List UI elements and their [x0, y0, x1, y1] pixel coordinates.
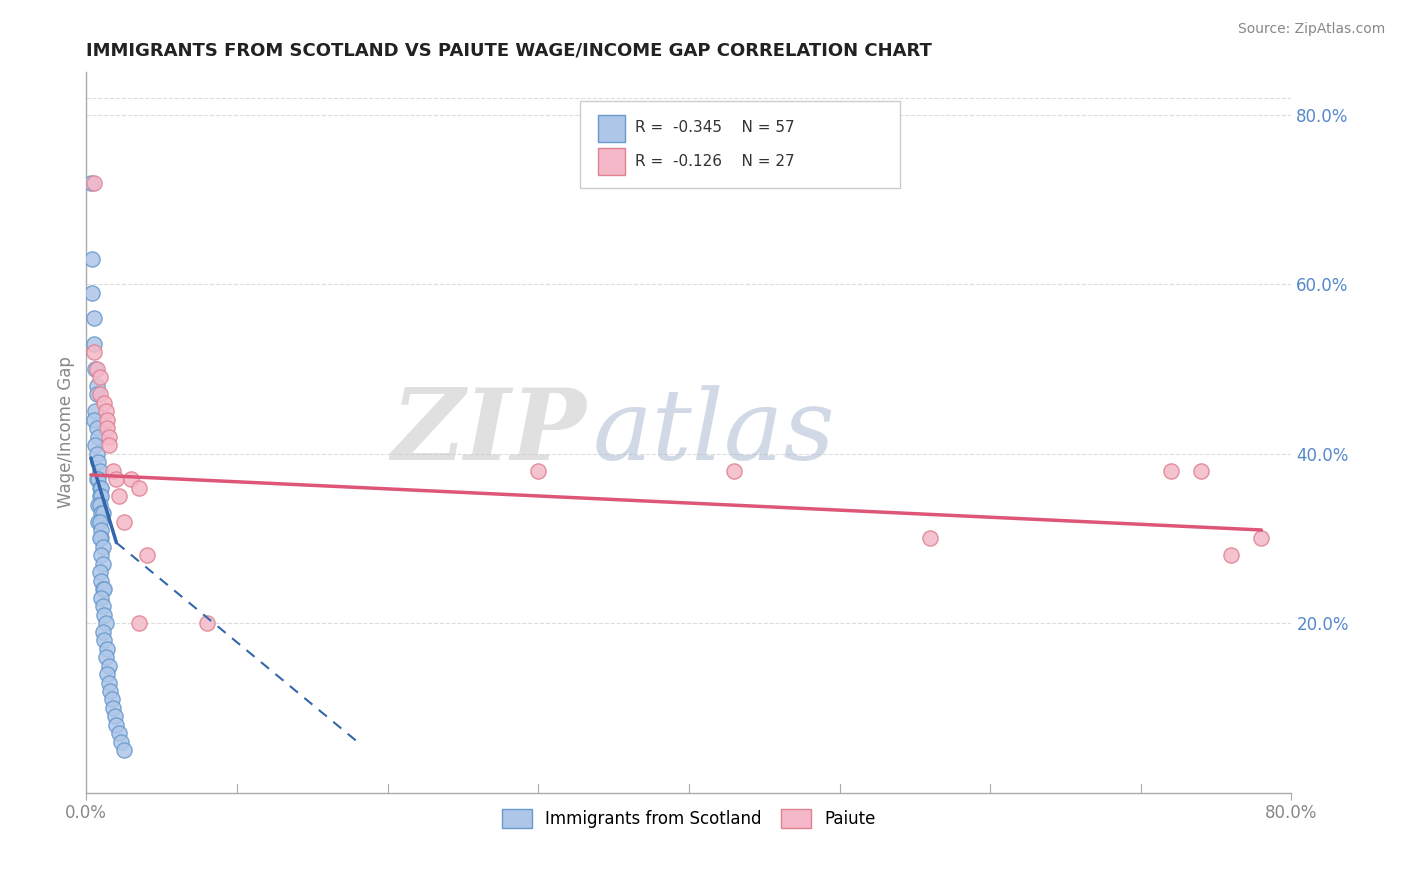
- Point: [96, 421, 118, 435]
- Point: [86, 421, 108, 435]
- Point: [89, 566, 111, 580]
- Point: [86, 472, 108, 486]
- Point: [1250, 532, 1272, 546]
- Point: [86, 379, 108, 393]
- Point: [82, 252, 104, 266]
- Point: [90, 506, 112, 520]
- Point: [104, 709, 127, 723]
- Point: [96, 667, 118, 681]
- FancyBboxPatch shape: [581, 101, 900, 187]
- Point: [128, 616, 150, 631]
- Point: [89, 489, 111, 503]
- Point: [91, 540, 114, 554]
- Point: [93, 396, 115, 410]
- Point: [87, 515, 110, 529]
- Point: [1220, 549, 1243, 563]
- Point: [84, 362, 107, 376]
- Point: [87, 430, 110, 444]
- Point: [112, 515, 135, 529]
- Point: [91, 557, 114, 571]
- Point: [80, 176, 103, 190]
- Point: [82, 285, 104, 300]
- Point: [527, 464, 550, 478]
- Point: [91, 599, 114, 614]
- Point: [103, 701, 125, 715]
- Point: [96, 641, 118, 656]
- Point: [84, 404, 107, 418]
- Point: [90, 481, 112, 495]
- Point: [103, 464, 125, 478]
- Point: [83, 336, 105, 351]
- Point: [89, 515, 111, 529]
- Point: [83, 311, 105, 326]
- Y-axis label: Wage/Income Gap: Wage/Income Gap: [58, 357, 75, 508]
- Point: [83, 413, 105, 427]
- Point: [89, 370, 111, 384]
- Point: [87, 455, 110, 469]
- Point: [94, 650, 117, 665]
- Point: [97, 430, 120, 444]
- Legend: Immigrants from Scotland, Paiute: Immigrants from Scotland, Paiute: [495, 802, 883, 835]
- Text: R =  -0.345    N = 57: R = -0.345 N = 57: [634, 120, 794, 136]
- Point: [89, 481, 111, 495]
- Text: IMMIGRANTS FROM SCOTLAND VS PAIUTE WAGE/INCOME GAP CORRELATION CHART: IMMIGRANTS FROM SCOTLAND VS PAIUTE WAGE/…: [86, 42, 932, 60]
- Point: [723, 464, 745, 478]
- Point: [90, 523, 112, 537]
- Point: [90, 574, 112, 588]
- Text: ZIP: ZIP: [391, 384, 586, 481]
- Point: [89, 532, 111, 546]
- Point: [84, 438, 107, 452]
- Point: [97, 438, 120, 452]
- Text: R =  -0.126    N = 27: R = -0.126 N = 27: [634, 153, 794, 169]
- Point: [94, 404, 117, 418]
- Point: [86, 362, 108, 376]
- Point: [89, 498, 111, 512]
- Point: [108, 726, 131, 740]
- Point: [135, 549, 157, 563]
- Point: [86, 447, 108, 461]
- Point: [108, 489, 131, 503]
- Text: Source: ZipAtlas.com: Source: ZipAtlas.com: [1237, 22, 1385, 37]
- Point: [918, 532, 941, 546]
- Point: [93, 582, 115, 597]
- Point: [83, 345, 105, 359]
- Point: [121, 472, 143, 486]
- Point: [86, 387, 108, 401]
- Point: [90, 489, 112, 503]
- Point: [91, 506, 114, 520]
- Point: [90, 549, 112, 563]
- Point: [94, 616, 117, 631]
- Point: [87, 472, 110, 486]
- Point: [93, 633, 115, 648]
- Point: [1160, 464, 1182, 478]
- Point: [1189, 464, 1212, 478]
- Point: [90, 591, 112, 605]
- Point: [100, 684, 122, 698]
- Point: [110, 735, 132, 749]
- Point: [96, 413, 118, 427]
- Point: [195, 616, 218, 631]
- Text: atlas: atlas: [592, 384, 835, 480]
- Point: [90, 532, 112, 546]
- Point: [101, 692, 124, 706]
- Point: [91, 624, 114, 639]
- Point: [112, 743, 135, 757]
- Point: [87, 498, 110, 512]
- Point: [93, 607, 115, 622]
- Point: [83, 176, 105, 190]
- Point: [105, 472, 128, 486]
- Bar: [599, 148, 626, 176]
- Point: [91, 582, 114, 597]
- Point: [105, 718, 128, 732]
- Point: [128, 481, 150, 495]
- Point: [97, 675, 120, 690]
- Point: [97, 658, 120, 673]
- Bar: [599, 115, 626, 143]
- Point: [89, 387, 111, 401]
- Point: [89, 464, 111, 478]
